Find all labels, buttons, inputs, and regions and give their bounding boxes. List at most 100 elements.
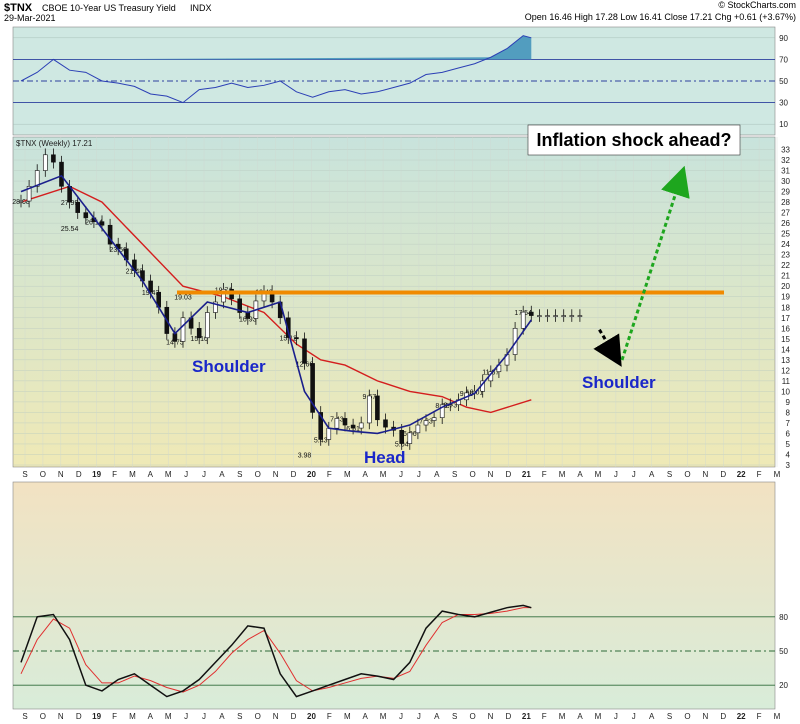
x-axis-label: D	[76, 712, 82, 721]
symbol: $TNX	[4, 2, 33, 14]
stochastic-tick-label: 20	[779, 681, 788, 690]
x-axis-label: A	[434, 712, 440, 721]
x-axis-label: M	[344, 470, 351, 479]
x-axis-label: N	[58, 470, 64, 479]
x-axis-label: J	[632, 470, 636, 479]
price-tick-label: 22	[781, 261, 790, 270]
stochastic-panel-bg	[12, 481, 776, 710]
rsi-tick-label: 90	[779, 34, 788, 43]
price-tick-label: 30	[781, 177, 790, 186]
price-candle	[245, 312, 251, 319]
x-axis-label: M	[774, 712, 781, 721]
price-candle	[99, 221, 105, 226]
price-candle	[326, 427, 332, 440]
price-tick-label: 20	[781, 282, 790, 291]
price-candle	[294, 337, 299, 340]
price-candle	[26, 186, 32, 202]
x-axis-label: N	[58, 712, 64, 721]
price-candle	[75, 201, 80, 213]
price-candle	[342, 418, 348, 426]
x-axis-label: O	[684, 712, 690, 721]
x-axis-label: N	[488, 470, 494, 479]
x-axis-label: F	[112, 470, 117, 479]
x-axis-label: M	[344, 712, 351, 721]
x-axis-label: D	[291, 470, 297, 479]
price-tick-label: 4	[786, 450, 791, 459]
x-axis-label: F	[327, 470, 332, 479]
x-axis-label: M	[380, 470, 387, 479]
price-tick-label: 6	[786, 429, 791, 438]
price-candle	[537, 315, 542, 317]
x-axis-label: 19	[92, 470, 101, 479]
rsi-tick-label: 10	[779, 120, 788, 129]
rsi-tick-label: 70	[779, 55, 788, 64]
stochastic-tick-label: 80	[779, 613, 788, 622]
x-axis-label: D	[720, 712, 726, 721]
price-candle	[237, 298, 242, 313]
price-candle	[196, 327, 202, 339]
price-candle	[375, 395, 380, 421]
x-axis-label: S	[22, 712, 27, 721]
x-axis-label: A	[363, 470, 369, 479]
price-tick-label: 26	[781, 219, 790, 228]
price-candle	[148, 280, 153, 293]
price-candle	[42, 154, 48, 171]
x-axis-label: N	[702, 712, 708, 721]
price-tick-label: 8	[786, 408, 791, 417]
x-axis-label: O	[470, 712, 476, 721]
x-axis-label: N	[702, 470, 708, 479]
x-axis-label: A	[219, 712, 225, 721]
x-axis-label: J	[184, 470, 188, 479]
price-tick-label: 33	[781, 146, 790, 155]
price-candle	[285, 317, 291, 338]
price-candle	[205, 312, 210, 339]
price-tick-label: 32	[781, 156, 790, 165]
x-axis-label: 20	[307, 470, 316, 479]
x-axis-label: F	[757, 470, 762, 479]
x-axis-label: A	[649, 470, 655, 479]
x-axis-label: O	[255, 712, 261, 721]
price-candle	[213, 301, 218, 313]
price-candle	[310, 363, 315, 413]
price-tick-label: 13	[781, 356, 790, 365]
price-tick-label: 11	[782, 377, 791, 386]
x-axis-label: D	[506, 470, 512, 479]
x-axis-label: J	[202, 470, 206, 479]
price-value-label: 19.03	[174, 294, 192, 301]
x-axis-label: F	[112, 712, 117, 721]
x-axis-label: O	[255, 470, 261, 479]
price-candle	[366, 395, 372, 424]
price-candle	[383, 419, 388, 428]
rsi-line	[20, 35, 532, 104]
price-candle	[180, 317, 186, 342]
x-axis-label: M	[129, 712, 136, 721]
price-tick-label: 31	[781, 167, 790, 176]
price-tick-label: 9	[786, 398, 791, 407]
price-tick-label: 7	[786, 419, 791, 428]
stochastic-k-line	[20, 604, 532, 698]
rsi-tick-label: 30	[779, 99, 788, 108]
price-tick-label: 24	[781, 240, 790, 249]
stochastic-tick-label: 50	[779, 647, 788, 656]
price-candle	[431, 417, 437, 421]
price-candle	[399, 429, 405, 444]
x-axis-label: O	[684, 470, 690, 479]
x-axis-label: D	[76, 470, 82, 479]
x-axis-label: F	[542, 470, 547, 479]
x-axis-label: J	[202, 712, 206, 721]
price-candle	[83, 212, 89, 219]
x-axis-label: F	[327, 712, 332, 721]
date-label: 29-Mar-2021	[4, 13, 56, 23]
price-value-label: 25.54	[61, 226, 79, 233]
callout-box	[527, 124, 741, 156]
price-candle	[221, 288, 226, 303]
price-tick-label: 18	[781, 303, 790, 312]
price-tick-label: 28	[781, 198, 790, 207]
price-candle	[423, 420, 429, 426]
ohlc-readout: Open 16.46 High 17.28 Low 16.41 Close 17…	[525, 12, 796, 22]
x-axis-label: M	[595, 712, 602, 721]
x-axis-label: D	[291, 712, 297, 721]
x-axis-label: A	[434, 470, 440, 479]
x-axis-label: F	[757, 712, 762, 721]
